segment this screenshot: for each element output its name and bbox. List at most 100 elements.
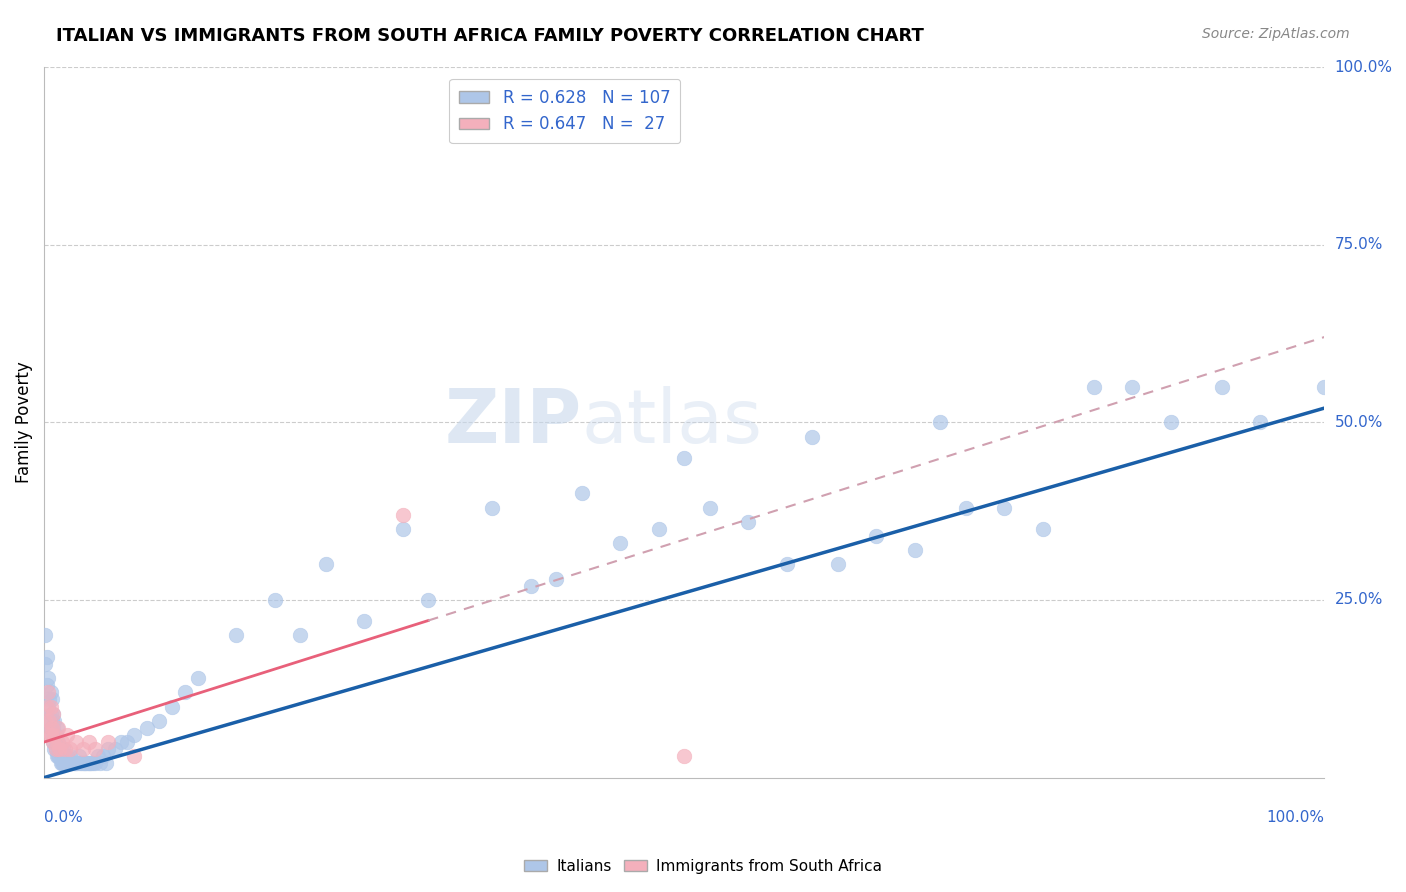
Text: 100.0%: 100.0% bbox=[1267, 810, 1324, 824]
Point bbox=[44, 728, 66, 742]
Point bbox=[59, 742, 82, 756]
Point bbox=[51, 735, 73, 749]
Point bbox=[53, 742, 76, 756]
Point bbox=[75, 756, 97, 771]
Point bbox=[53, 749, 76, 764]
Point bbox=[84, 756, 107, 771]
Point bbox=[391, 522, 413, 536]
Text: 0.0%: 0.0% bbox=[44, 810, 83, 824]
Point bbox=[72, 756, 94, 771]
Point bbox=[904, 543, 927, 558]
Point bbox=[41, 728, 63, 742]
Point bbox=[84, 742, 107, 756]
Point bbox=[993, 500, 1015, 515]
Point bbox=[1249, 415, 1271, 429]
Point bbox=[1083, 380, 1105, 394]
Point bbox=[42, 735, 65, 749]
Point bbox=[37, 699, 59, 714]
Point bbox=[80, 756, 103, 771]
Point bbox=[51, 756, 73, 771]
Point bbox=[87, 749, 110, 764]
Point bbox=[56, 749, 79, 764]
Point bbox=[34, 628, 56, 642]
Point bbox=[49, 756, 72, 771]
Point bbox=[59, 756, 82, 771]
Point bbox=[65, 756, 87, 771]
Point bbox=[75, 756, 97, 771]
Point bbox=[70, 756, 93, 771]
Point bbox=[1313, 380, 1336, 394]
Point bbox=[63, 756, 86, 771]
Point bbox=[37, 671, 59, 685]
Point bbox=[97, 735, 120, 749]
Point bbox=[44, 742, 66, 756]
Point bbox=[39, 685, 62, 699]
Point bbox=[44, 728, 66, 742]
Point bbox=[122, 728, 145, 742]
Point bbox=[263, 593, 285, 607]
Point bbox=[45, 735, 67, 749]
Point bbox=[353, 614, 375, 628]
Point bbox=[77, 735, 100, 749]
Point bbox=[49, 742, 72, 756]
Point bbox=[42, 735, 65, 749]
Point bbox=[44, 714, 66, 728]
Point bbox=[673, 749, 696, 764]
Point bbox=[174, 685, 197, 699]
Point bbox=[571, 486, 593, 500]
Point bbox=[148, 714, 170, 728]
Text: 50.0%: 50.0% bbox=[1334, 415, 1384, 430]
Point bbox=[39, 699, 62, 714]
Point bbox=[39, 728, 62, 742]
Point bbox=[673, 450, 696, 465]
Point bbox=[35, 678, 58, 692]
Point bbox=[103, 742, 125, 756]
Point bbox=[35, 649, 58, 664]
Point bbox=[187, 671, 209, 685]
Point bbox=[418, 593, 440, 607]
Point bbox=[89, 756, 111, 771]
Point bbox=[35, 699, 58, 714]
Point bbox=[929, 415, 952, 429]
Point bbox=[46, 735, 69, 749]
Point bbox=[481, 500, 503, 515]
Text: 100.0%: 100.0% bbox=[1334, 60, 1392, 75]
Point bbox=[737, 515, 759, 529]
Point bbox=[73, 756, 96, 771]
Text: Source: ZipAtlas.com: Source: ZipAtlas.com bbox=[1202, 27, 1350, 41]
Point bbox=[41, 714, 63, 728]
Point bbox=[110, 735, 132, 749]
Point bbox=[76, 756, 98, 771]
Point bbox=[45, 721, 67, 735]
Point bbox=[39, 706, 62, 721]
Point bbox=[67, 749, 90, 764]
Point bbox=[45, 749, 67, 764]
Legend: R = 0.628   N = 107, R = 0.647   N =  27: R = 0.628 N = 107, R = 0.647 N = 27 bbox=[450, 79, 681, 144]
Point bbox=[91, 749, 114, 764]
Point bbox=[66, 756, 89, 771]
Point bbox=[37, 685, 59, 699]
Point bbox=[42, 721, 65, 735]
Point bbox=[1121, 380, 1143, 394]
Point bbox=[45, 728, 67, 742]
Point bbox=[38, 692, 60, 706]
Point bbox=[45, 742, 67, 756]
Point bbox=[391, 508, 413, 522]
Point bbox=[59, 749, 82, 764]
Point bbox=[42, 706, 65, 721]
Point bbox=[1211, 380, 1233, 394]
Point bbox=[60, 756, 83, 771]
Point bbox=[288, 628, 311, 642]
Point bbox=[53, 756, 76, 771]
Point bbox=[225, 628, 247, 642]
Point bbox=[77, 756, 100, 771]
Point bbox=[62, 756, 84, 771]
Point bbox=[519, 579, 541, 593]
Point bbox=[122, 749, 145, 764]
Point bbox=[801, 429, 824, 443]
Point bbox=[34, 657, 56, 671]
Point bbox=[38, 714, 60, 728]
Point bbox=[72, 742, 94, 756]
Point bbox=[315, 558, 337, 572]
Point bbox=[827, 558, 849, 572]
